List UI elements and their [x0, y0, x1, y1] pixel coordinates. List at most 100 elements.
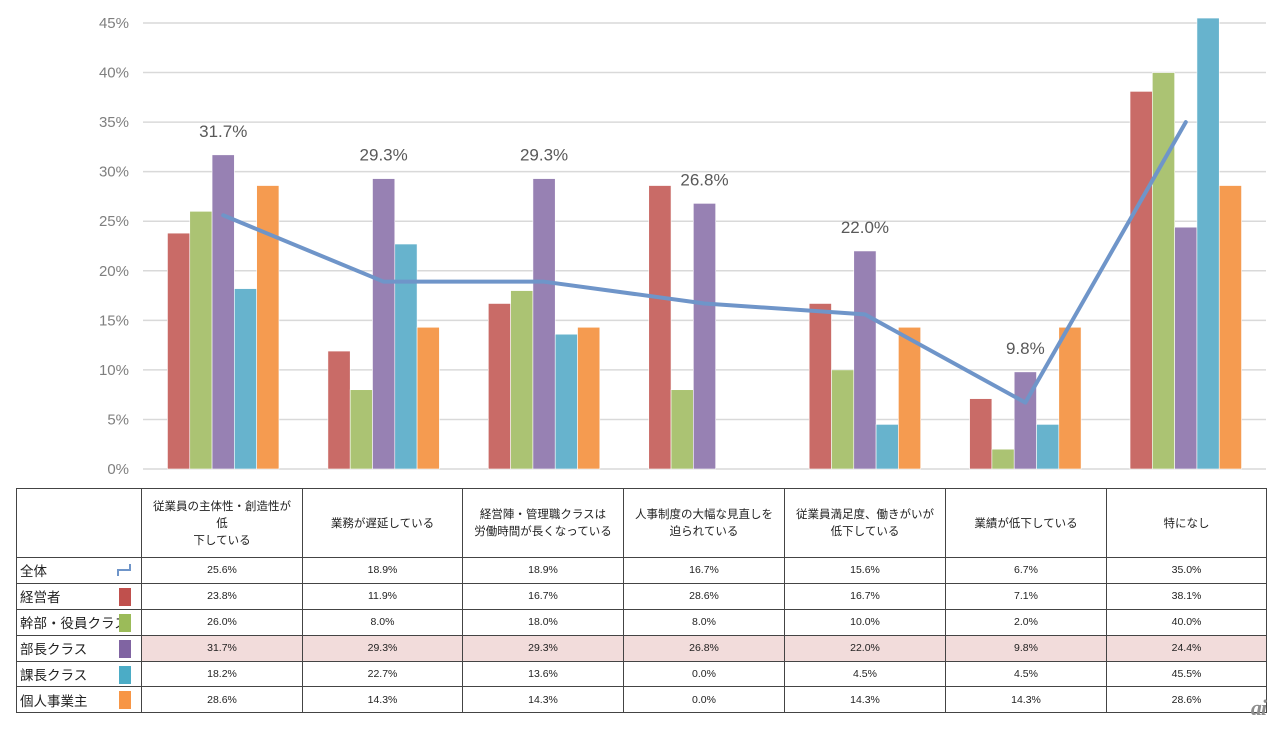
bar-2-1	[372, 178, 396, 470]
y-tick-label: 25%	[99, 213, 129, 230]
row-label: 部長クラス	[16, 634, 142, 662]
legend-swatch	[119, 639, 131, 658]
table-cell: 28.6%	[623, 582, 785, 610]
bar-2-0	[211, 154, 235, 470]
table-cell: 29.3%	[462, 634, 624, 662]
bar-1-4	[831, 369, 855, 470]
bar-0-4	[808, 303, 832, 470]
table-cell: 14.3%	[462, 686, 624, 714]
watermark-logo: ai	[1250, 695, 1267, 720]
table-cell: 18.9%	[302, 557, 463, 584]
table-cell: 35.0%	[1106, 557, 1267, 584]
table-cell: 18.9%	[462, 557, 624, 584]
table-cell: 0.0%	[623, 660, 785, 688]
table-cell: 4.5%	[945, 660, 1107, 688]
data-label: 31.7%	[199, 122, 247, 141]
table-row: 課長クラス 18.2% 22.7% 13.6% 0.0% 4.5% 4.5% 45.5%	[16, 660, 1267, 688]
table-row: 部長クラス 31.7% 29.3% 29.3% 26.8% 22.0% 9.8% 24.4%	[16, 634, 1267, 662]
row-label: 課長クラス	[16, 660, 142, 688]
table-cell: 9.8%	[945, 634, 1107, 662]
column-header-line: 特になし	[1163, 515, 1210, 530]
data-label: 29.3%	[360, 146, 408, 165]
table-cell: 6.7%	[945, 557, 1107, 584]
table-cell: 22.0%	[784, 634, 946, 662]
legend-swatch	[119, 587, 131, 606]
table-cell: 22.7%	[302, 660, 463, 688]
table-cell: 25.6%	[141, 557, 303, 584]
column-header: 従業員の主体性・創造性が低 下している	[141, 488, 303, 558]
table-cell: 26.0%	[141, 608, 303, 636]
row-label-text: 部長クラス	[20, 642, 88, 659]
bar-1-5	[991, 448, 1015, 470]
bar-1-2	[510, 290, 534, 470]
bar-4-0	[256, 185, 280, 470]
column-header: 業績が低下している	[945, 488, 1107, 558]
table-cell: 0.0%	[623, 686, 785, 714]
table-cell: 24.4%	[1106, 634, 1267, 662]
column-header-line: 業務が遅延している	[330, 515, 435, 530]
bar-2-3	[693, 203, 716, 470]
bar-2-4	[853, 250, 877, 470]
bar-1-1	[349, 389, 373, 470]
row-label-text: 経営者	[20, 590, 61, 607]
row-label: 全体	[16, 557, 142, 584]
data-labels: 31.7% 29.3% 29.3% 26.8% 22.0% 9.8%	[199, 122, 1045, 358]
table-cell: 13.6%	[462, 660, 624, 688]
row-label-text: 全体	[20, 564, 47, 581]
table-cell: 14.3%	[302, 686, 463, 714]
table-row: 幹部・役員クラス 26.0% 8.0% 18.0% 8.0% 10.0% 2.0% 40.0%	[16, 608, 1267, 636]
bar-1-0	[189, 211, 213, 470]
bar-0-1	[327, 350, 351, 470]
y-tick-label: 40%	[99, 65, 129, 82]
column-header-line: 低下している	[830, 524, 900, 538]
table-row: 個人事業主 28.6% 14.3% 14.3% 0.0% 14.3% 14.3% 28.6%	[16, 686, 1267, 714]
column-header: 特になし	[1106, 488, 1267, 558]
row-label: 幹部・役員クラス	[16, 608, 142, 636]
legend-swatch	[119, 613, 131, 632]
table-cell: 16.7%	[462, 582, 624, 610]
column-header-line: 迫られている	[669, 524, 739, 538]
row-label: 経営者	[16, 582, 142, 610]
row-label-text: 個人事業主	[20, 693, 88, 710]
table-cell: 18.0%	[462, 608, 624, 636]
data-label: 9.8%	[1006, 339, 1045, 358]
bar-3-6	[1196, 17, 1220, 470]
table-row: 全体 25.6% 18.9% 18.9% 16.7% 15.6% 6.7% 35.0%	[16, 557, 1267, 584]
bar-3-5	[1036, 424, 1060, 470]
legend-swatch	[119, 665, 131, 684]
table-header-row: 従業員の主体性・創造性が低 下している 業務が遅延している 経営陣・管理職クラスは 労働…	[16, 488, 1267, 558]
bar-2-6	[1174, 226, 1198, 470]
table-cell: 31.7%	[141, 634, 303, 662]
table-cell: 14.3%	[784, 686, 946, 714]
legend-swatch	[119, 691, 131, 710]
table-cell: 23.8%	[141, 582, 303, 610]
column-header-line: 人事制度の大幅な見直しを	[635, 507, 773, 521]
bar-4-1	[416, 326, 440, 470]
table-cell: 2.0%	[945, 608, 1107, 636]
table-cell: 11.9%	[302, 582, 463, 610]
table-cell: 8.0%	[302, 608, 463, 636]
y-tick-label: 30%	[99, 164, 129, 181]
column-header: 経営陣・管理職クラスは 労働時間が長くなっている	[462, 488, 624, 558]
bar-0-5	[969, 398, 993, 470]
bar-3-0	[234, 288, 257, 470]
row-label-text: 幹部・役員クラス	[20, 616, 128, 633]
column-header: 人事制度の大幅な見直しを 迫られている	[623, 488, 785, 558]
table-cell: 18.2%	[141, 660, 303, 688]
bar-1-6	[1152, 72, 1175, 470]
bar-0-3	[648, 185, 672, 470]
table-cell: 45.5%	[1106, 660, 1267, 688]
y-axis-ticks: 0% 5% 10% 15% 20% 25% 30% 35% 40% 45%	[99, 15, 129, 478]
bar-0-0	[167, 232, 191, 470]
table-cell: 10.0%	[784, 608, 946, 636]
data-label: 26.8%	[680, 170, 728, 189]
table-cell: 29.3%	[302, 634, 463, 662]
bar-3-1	[394, 243, 418, 470]
column-header: 従業員満足度、働きがいが 低下している	[784, 488, 946, 558]
table-cell: 14.3%	[945, 686, 1107, 714]
bar-3-2	[554, 333, 578, 470]
bar-4-2	[577, 326, 601, 470]
y-tick-label: 20%	[99, 263, 129, 280]
y-tick-label: 0%	[107, 461, 129, 478]
table-cell: 4.5%	[784, 660, 946, 688]
